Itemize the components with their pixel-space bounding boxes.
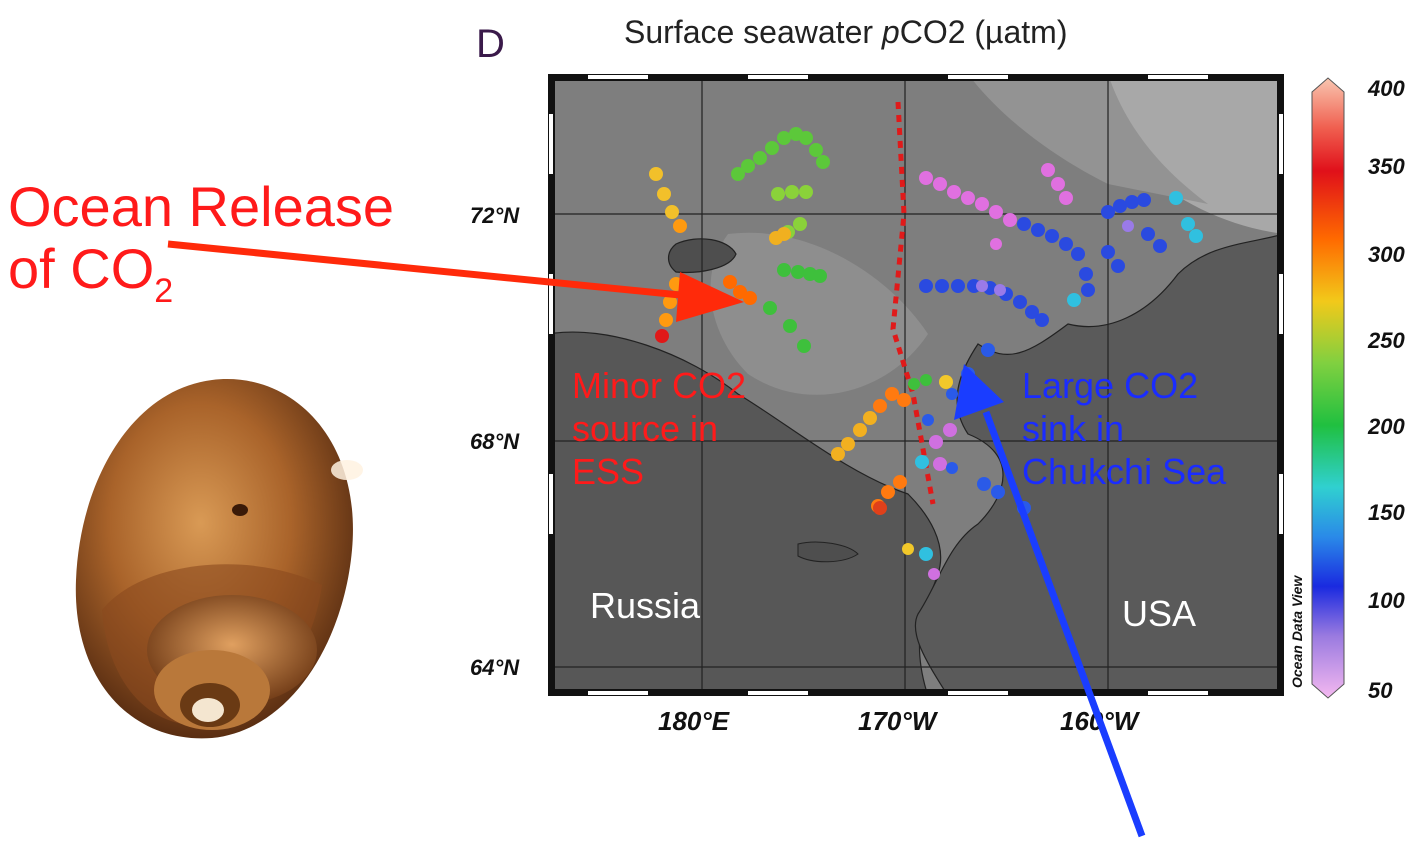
usa-label: USA [1122,593,1197,634]
region-divider-line [890,101,936,505]
lon-label-180e: 180°E [658,706,730,736]
minor-label-line-2: source in [572,408,719,450]
large-co2-sink-label: Large CO2 sink in Chukchi Sea [1022,364,1226,494]
colorbar-tick-300: 300 [1368,242,1405,267]
track-green-upper [731,127,830,181]
minor-label-line-1: Minor CO2 [572,365,747,406]
map-gridlines [554,80,1278,690]
colorbar-tick-100: 100 [1368,588,1405,613]
ocean-map [548,74,1284,696]
colorbar-tick-400: 400 [1368,76,1405,101]
ocean-shade-inner [710,232,928,395]
lon-label-170w: 170°W [858,706,937,736]
ocean-shade-light [1081,80,1278,234]
ocean-release-callout: Ocean Release of CO2 [8,175,395,309]
minor-co2-source-label: Minor CO2 source in ESS [572,364,746,494]
callout-line-2: of CO2 [8,236,394,309]
snail-shell-image [75,379,363,739]
track-purple-north [919,163,1073,250]
map-border-ticks [548,74,1284,696]
map-title-italic: p [881,14,900,50]
blue-arrow [954,364,1146,838]
map-title-end: CO2 (µatm) [899,14,1068,50]
blue-arrow-head [954,364,1004,420]
colorbar-tick-200: 200 [1368,414,1405,439]
colorbar-tick-350: 350 [1368,154,1405,179]
callout-subscript: 2 [154,271,174,310]
lat-label-64: 64°N [470,655,520,680]
colorbar [1311,77,1345,699]
large-label-line-2: sink in [1022,408,1125,450]
panel-letter: D [476,22,505,66]
data-tracks [649,127,1203,580]
colorbar-tick-150: 150 [1368,500,1405,525]
map-title-start: Surface seawater [624,14,882,50]
callout-line-1: Ocean Release [8,175,395,238]
large-label-line-3: Chukchi Sea [1022,451,1227,493]
lat-label-68: 68°N [470,429,520,454]
blue-arrow-shaft [982,410,1146,838]
lat-label-72: 72°N [470,203,520,228]
minor-label-line-3: ESS [572,451,645,493]
red-arrow [167,240,744,322]
red-arrow-head [676,272,744,322]
colorbar-tick-50: 50 [1368,678,1393,703]
russia-label: Russia [590,585,701,626]
map-border-ticks-light [549,75,1283,695]
ocean-shade-mid [972,80,1208,204]
st-lawrence-island [797,541,859,563]
callout-line-2-text: of CO [8,236,155,300]
track-blue-north [919,193,1167,327]
colorbar-tick-250: 250 [1368,328,1405,353]
map-title: Surface seawater pCO2 (µatm) [624,14,1067,51]
red-arrow-shaft [167,240,691,300]
large-label-line-1: Large CO2 [1022,365,1199,406]
